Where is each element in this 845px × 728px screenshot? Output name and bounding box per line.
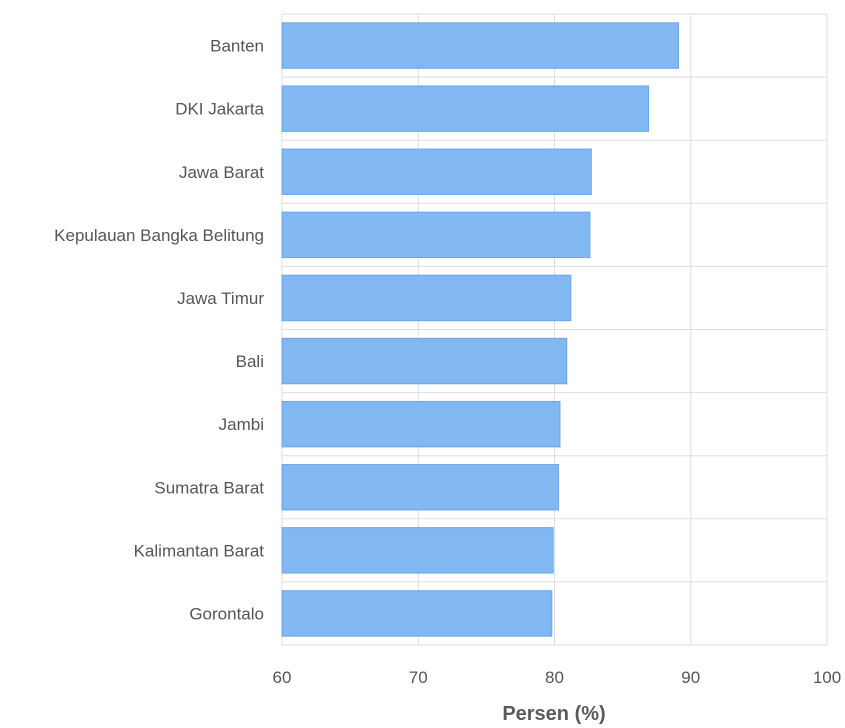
category-label: Jawa Barat [179, 163, 264, 182]
category-label: Kepulauan Bangka Belitung [54, 226, 264, 245]
category-label: Gorontalo [189, 604, 264, 623]
category-label: DKI Jakarta [175, 100, 264, 119]
category-label: Banten [210, 37, 264, 56]
bar-sumatra-barat [281, 464, 560, 511]
x-axis-title: Persen (%) [502, 703, 605, 725]
bars [281, 22, 679, 637]
x-tick-labels: 60 70 80 90 100 [273, 668, 842, 687]
category-label: Sumatra Barat [154, 478, 264, 497]
category-label: Bali [236, 352, 264, 371]
x-tick-label-90: 90 [681, 668, 700, 687]
bar-kepulauan-bangka-belitung [281, 211, 591, 259]
x-tick-label-70: 70 [409, 668, 428, 687]
grid-lines [281, 13, 828, 646]
category-label: Jambi [219, 415, 264, 434]
bar-banten [281, 22, 679, 69]
bar-kalimantan-barat [281, 527, 554, 574]
x-tick-label-80: 80 [545, 668, 564, 687]
category-label: Jawa Timur [177, 289, 264, 308]
category-labels: Banten DKI Jakarta Jawa Barat Kepulauan Ban… [54, 37, 264, 624]
x-tick-label-100: 100 [813, 668, 841, 687]
bar-jambi [281, 400, 561, 448]
category-label: Kalimantan Barat [134, 541, 265, 560]
bar-bali [281, 337, 568, 385]
x-tick-label-60: 60 [273, 668, 292, 687]
bar-dki-jakarta [281, 85, 650, 132]
bar-jawa-timur [281, 274, 572, 322]
bar-gorontalo [281, 590, 553, 637]
bar-jawa-barat [281, 148, 592, 195]
